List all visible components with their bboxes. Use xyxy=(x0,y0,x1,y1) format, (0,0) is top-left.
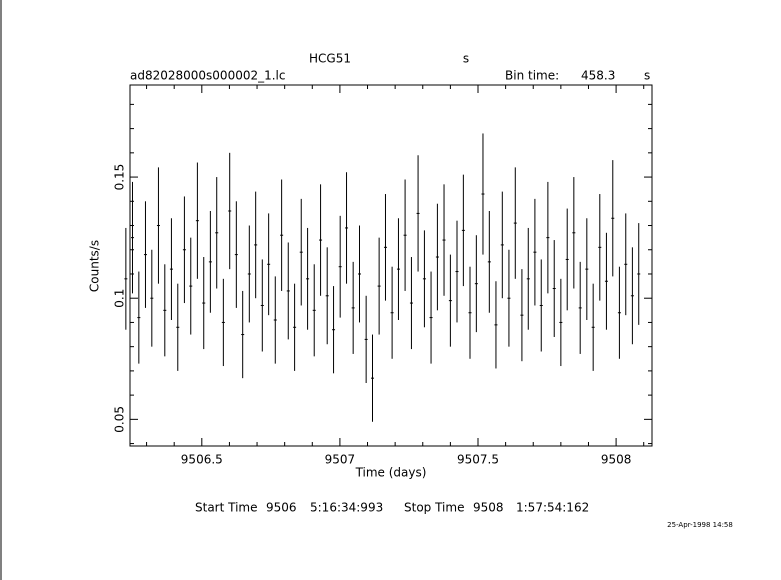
date-stamp: 25-Apr-1998 14:58 xyxy=(667,521,733,529)
title: HCG51 xyxy=(309,52,351,66)
plot-frame xyxy=(129,84,653,447)
start-day: 9506 xyxy=(266,501,297,515)
x-tick-label: 9507 xyxy=(325,453,356,467)
y-tick-label: 0.1 xyxy=(113,289,127,308)
bin-time-label: Bin time: xyxy=(505,69,559,83)
x-tick-label: 9508 xyxy=(601,453,632,467)
stop-clock: 1:57:54:162 xyxy=(516,501,589,515)
y-axis-label: Counts/s xyxy=(88,240,102,292)
stop-day: 9508 xyxy=(473,501,504,515)
y-tick-label: 0.05 xyxy=(113,406,127,433)
start-time-label: Start Time xyxy=(195,501,258,515)
title-units: s xyxy=(463,52,469,66)
filename: ad82028000s000002_1.lc xyxy=(130,69,286,83)
x-axis-label: Time (days) xyxy=(355,466,427,480)
x-tick-label: 9506.5 xyxy=(181,453,223,467)
y-tick-label: 0.15 xyxy=(113,164,127,191)
stop-time-label: Stop Time xyxy=(404,501,464,515)
x-tick-label: 9507.5 xyxy=(457,453,499,467)
start-clock: 5:16:34:993 xyxy=(310,501,383,515)
bin-time-units: s xyxy=(644,69,650,83)
bin-time: 458.3 xyxy=(581,69,615,83)
